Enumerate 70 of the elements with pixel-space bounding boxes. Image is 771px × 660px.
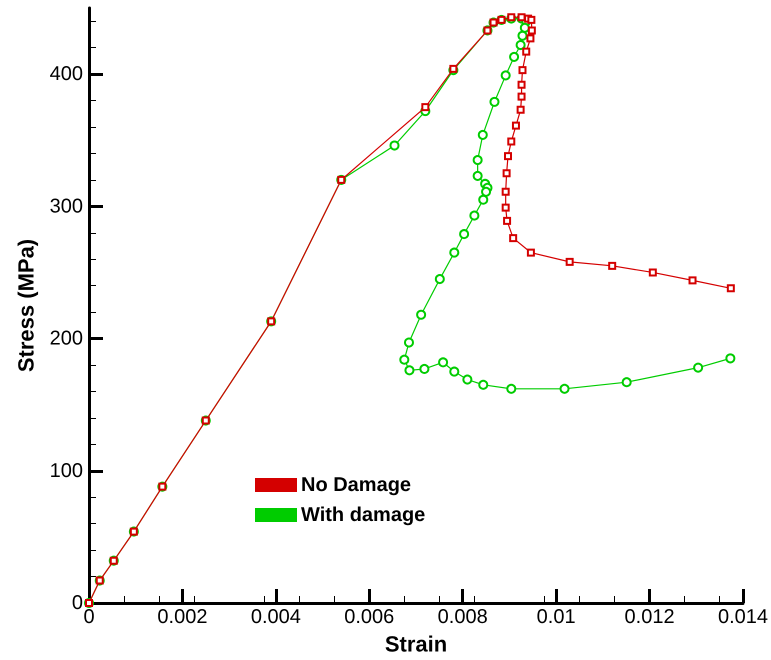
- x-tick-label: 0.002: [157, 606, 208, 628]
- point: [419, 364, 430, 374]
- point: [404, 365, 414, 376]
- x-tick-label: 0.012: [624, 606, 675, 628]
- point: [421, 103, 430, 112]
- x-axis-title: Strain: [384, 632, 448, 656]
- point: [449, 366, 460, 377]
- point: [518, 92, 526, 101]
- point: [502, 188, 510, 196]
- point: [449, 64, 458, 73]
- point: [500, 70, 511, 80]
- point: [726, 284, 735, 292]
- point: [449, 248, 460, 258]
- point: [566, 258, 574, 266]
- point: [416, 310, 426, 320]
- y-tick-label: 0: [72, 592, 83, 614]
- y-tick-label: 300: [50, 195, 83, 218]
- point: [478, 130, 488, 140]
- point: [472, 155, 483, 166]
- point: [504, 152, 512, 160]
- point: [693, 362, 704, 373]
- point: [560, 384, 570, 394]
- point: [509, 52, 520, 62]
- point: [512, 122, 520, 130]
- point: [503, 216, 512, 225]
- point: [516, 106, 525, 114]
- point: [648, 268, 657, 276]
- point: [518, 66, 526, 74]
- point: [526, 34, 534, 42]
- point: [390, 140, 400, 151]
- point: [509, 234, 518, 242]
- point: [688, 276, 697, 284]
- point: [527, 16, 536, 24]
- point: [481, 186, 492, 197]
- point: [502, 204, 510, 212]
- point: [472, 170, 483, 181]
- legend-label: No Damage: [301, 474, 412, 496]
- x-tick-label: 0.01: [536, 606, 576, 628]
- point: [469, 210, 480, 221]
- x-tick-label: 0.006: [344, 606, 394, 628]
- point: [459, 229, 470, 240]
- point: [518, 30, 528, 41]
- point: [528, 26, 536, 34]
- point: [518, 80, 526, 89]
- y-tick-label: 100: [50, 460, 83, 482]
- point: [506, 384, 516, 394]
- y-tick-label: 400: [50, 63, 83, 86]
- point: [608, 262, 616, 270]
- point: [478, 380, 488, 390]
- point: [622, 377, 632, 388]
- point: [522, 48, 530, 56]
- x-tick-label: 0.014: [718, 606, 768, 628]
- point: [434, 274, 445, 284]
- point: [507, 13, 516, 22]
- legend-label: With damage: [301, 504, 426, 526]
- point: [516, 40, 526, 50]
- point: [507, 138, 516, 146]
- point: [462, 374, 472, 385]
- point: [438, 357, 448, 368]
- point: [399, 354, 410, 365]
- point: [725, 353, 736, 364]
- point: [478, 194, 488, 205]
- y-tick-label: 200: [50, 328, 83, 350]
- x-tick-label: 0.008: [438, 606, 488, 628]
- x-tick-label: 0.004: [250, 606, 301, 628]
- point: [404, 338, 414, 348]
- point: [489, 96, 500, 107]
- point: [502, 169, 511, 178]
- y-axis-title: Stress (MPa): [14, 238, 38, 372]
- point: [526, 248, 535, 257]
